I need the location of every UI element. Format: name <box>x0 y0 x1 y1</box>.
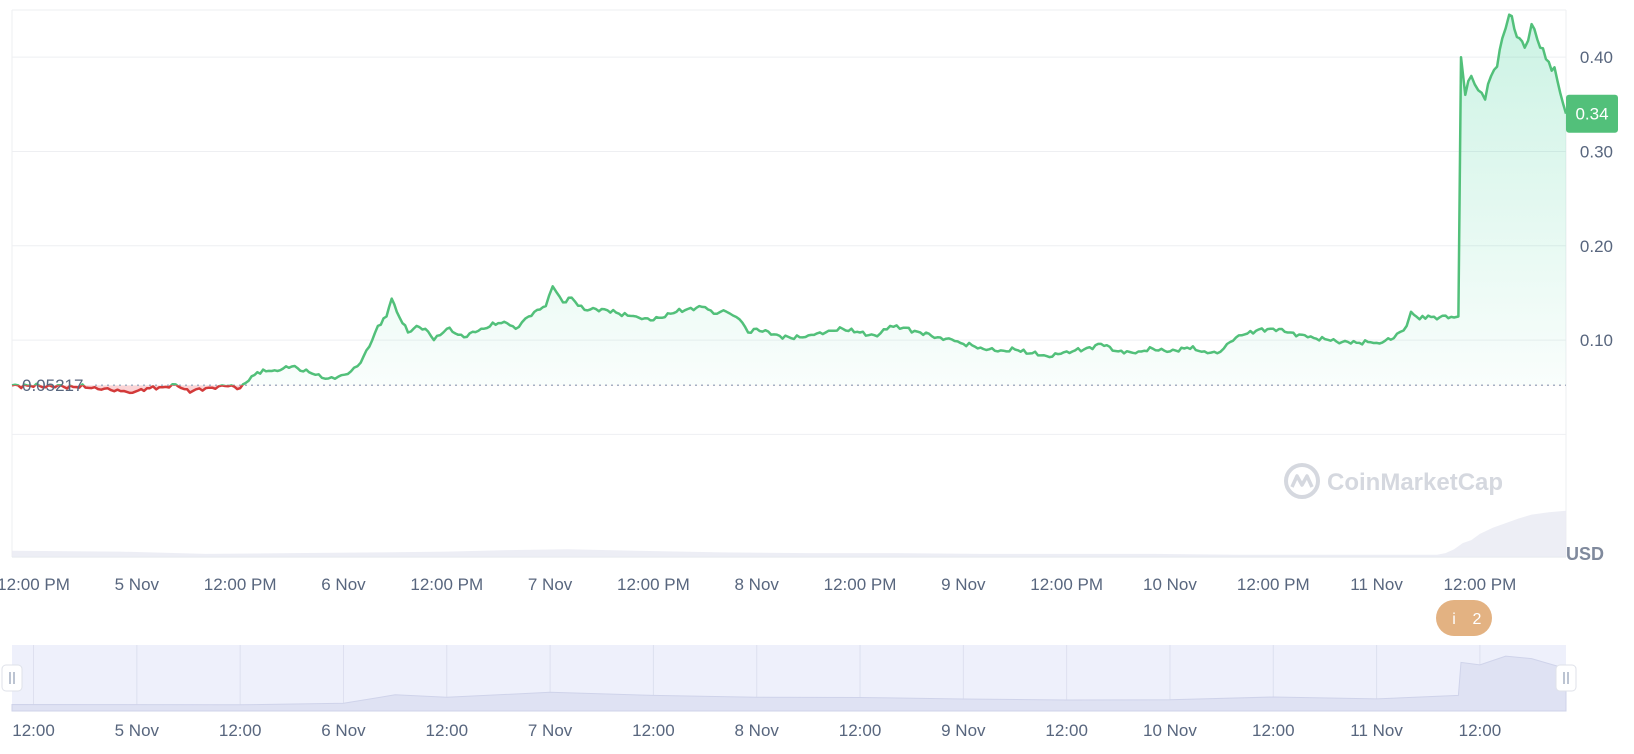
x-tick-label: 10 Nov <box>1143 575 1197 594</box>
x-tick-label: 12:00 PM <box>1444 575 1517 594</box>
navigator-left-handle[interactable] <box>1 664 23 692</box>
navigator-tick-label: 9 Nov <box>941 721 986 740</box>
navigator-tick-label: 5 Nov <box>115 721 160 740</box>
navigator-tick-label: 12:00 <box>219 721 262 740</box>
baseline-label: 0.05217 <box>22 376 83 395</box>
x-tick-label: 12:00 PM <box>410 575 483 594</box>
navigator-right-handle[interactable] <box>1555 664 1577 692</box>
y-tick-label: 0.40 <box>1580 48 1613 67</box>
x-tick-label: 12:00 PM <box>1237 575 1310 594</box>
navigator-tick-label: 12:00 <box>839 721 882 740</box>
y-tick-label: 0.30 <box>1580 142 1613 161</box>
navigator-tick-label: 12:00 <box>632 721 675 740</box>
watermark: CoinMarketCap <box>1284 463 1503 499</box>
x-tick-label: 12:00 PM <box>204 575 277 594</box>
x-tick-label: 5 Nov <box>115 575 160 594</box>
range-navigator[interactable]: 12:00 5 Nov 12:00 6 Nov 12:00 7 Nov 12:00 8 Nov… <box>1 645 1577 740</box>
volume-path <box>12 510 1566 557</box>
y-tick-label: 0.20 <box>1580 237 1613 256</box>
navigator-tick-label: 11 Nov <box>1350 721 1403 740</box>
x-tick-label: 7 Nov <box>528 575 573 594</box>
current-price-value: 0.34 <box>1575 105 1608 124</box>
navigator-tick-label: 12:00 <box>426 721 469 740</box>
currency-label: USD <box>1566 544 1604 564</box>
navigator-area <box>11 655 1567 712</box>
event-count: 2 <box>1473 611 1482 628</box>
price-line <box>11 13 1568 395</box>
x-tick-label: 11 Nov <box>1350 575 1403 594</box>
y-tick-label: 0.10 <box>1580 331 1613 350</box>
event-marker[interactable]: i 2 <box>1436 600 1492 636</box>
info-icon: i <box>1452 611 1456 628</box>
x-tick-label: 12:00 PM <box>1030 575 1103 594</box>
x-tick-label: 8 Nov <box>735 575 780 594</box>
navigator-tick-label: 7 Nov <box>528 721 573 740</box>
x-tick-label: 9 Nov <box>941 575 986 594</box>
coinmarketcap-logo-icon <box>1284 463 1320 499</box>
x-tick-label: 12:00 PM <box>0 575 70 594</box>
navigator-tick-label: 12:00 <box>1459 721 1502 740</box>
price-line-up <box>11 13 1568 386</box>
current-price-badge: 0.34 <box>1566 94 1618 133</box>
navigator-tick-label: 6 Nov <box>321 721 366 740</box>
x-tick-label: 12:00 PM <box>617 575 690 594</box>
navigator-tick-label: 12:00 <box>1045 721 1088 740</box>
navigator-tick-label: 12:00 <box>1252 721 1295 740</box>
navigator-tick-label: 12:00 <box>12 721 55 740</box>
navigator-tick-label: 10 Nov <box>1143 721 1197 740</box>
navigator-tick-label: 8 Nov <box>735 721 780 740</box>
watermark-text: CoinMarketCap <box>1327 469 1503 496</box>
x-axis: 12:00 PM 5 Nov 12:00 PM 6 Nov 12:00 PM 7 Nov 1… <box>0 575 1516 594</box>
navigator-x-axis: 12:00 5 Nov 12:00 6 Nov 12:00 7 Nov 12:00 8 Nov… <box>12 721 1501 740</box>
volume-area <box>12 510 1566 557</box>
y-axis: 0.10 0.20 0.30 0.40 <box>1580 48 1613 350</box>
price-area-up <box>12 14 1566 386</box>
x-tick-label: 12:00 PM <box>824 575 897 594</box>
x-tick-label: 6 Nov <box>321 575 366 594</box>
